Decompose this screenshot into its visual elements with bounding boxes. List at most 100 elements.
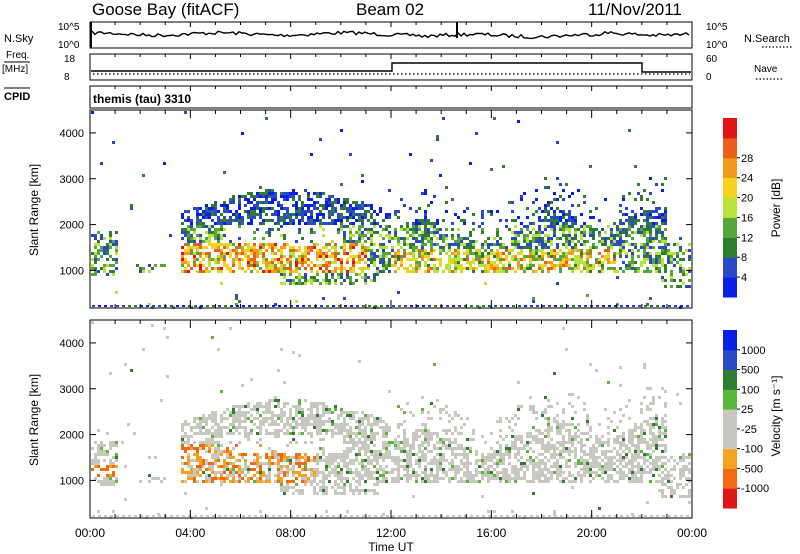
heatmap-cell [559,210,562,213]
heatmap-cell [232,474,235,477]
heatmap-cell [424,231,427,234]
heatmap-cell [295,261,298,264]
heatmap-cell [151,267,154,270]
heatmap-cell [607,468,610,471]
heatmap-cell [310,474,313,477]
heatmap-cell [316,483,319,486]
heatmap-cell [343,465,346,468]
heatmap-cell [292,198,295,201]
heatmap-cell [562,258,565,261]
heatmap-cell [361,444,364,447]
heatmap-cell [232,477,235,480]
heatmap-cell [592,246,595,249]
heatmap-cell [421,252,424,255]
heatmap-cell [244,195,247,198]
heatmap-cell [460,426,463,429]
heatmap-cell [424,456,427,459]
heatmap-cell [310,423,313,426]
heatmap-cell [568,219,571,222]
heatmap-cell [302,515,305,517]
heatmap-cell [362,515,365,517]
heatmap-cell [340,408,343,411]
heatmap-cell [640,423,643,426]
heatmap-cell [310,228,313,231]
heatmap-cell [265,192,268,195]
heatmap-cell [460,447,463,450]
heatmap-cell [355,426,358,429]
heatmap-cell [247,255,250,258]
heatmap-cell [320,305,323,307]
heatmap-cell [232,426,235,429]
heatmap-cell [184,219,187,222]
heatmap-cell [355,453,358,456]
heatmap-cell [608,305,611,307]
heatmap-cell [649,447,652,450]
heatmap-cell [538,474,541,477]
heatmap-cell [334,207,337,210]
heatmap-cell [328,270,331,273]
heatmap-cell [406,222,409,225]
heatmap-cell [412,270,415,273]
heatmap-cell [565,459,568,462]
heatmap-cell [346,414,349,417]
heatmap-cell [505,270,508,273]
heatmap-cell [217,471,220,474]
heatmap-cell [232,243,235,246]
heatmap-cell [313,192,316,195]
heatmap-cell [655,456,658,459]
heatmap-cell [358,438,361,441]
heatmap-cell [604,237,607,240]
heatmap-cell [496,243,499,246]
heatmap-cell [530,305,533,307]
heatmap-cell [343,225,346,228]
heatmap-cell [214,429,217,432]
heatmap-cell [217,348,220,351]
heatmap-cell [403,450,406,453]
heatmap-cell [565,450,568,453]
heatmap-cell [325,510,328,513]
heatmap-cell [361,276,364,279]
heatmap-cell [472,432,475,435]
heatmap-cell [415,240,418,243]
heatmap-cell [211,432,214,435]
heatmap-cell [631,435,634,438]
heatmap-cell [229,414,232,417]
heatmap-cell [265,261,268,264]
heatmap-cell [631,432,634,435]
heatmap-cell [397,258,400,261]
heatmap-cell [259,468,262,471]
heatmap-cell [499,444,502,447]
heatmap-cell [580,234,583,237]
heatmap-cell [211,468,214,471]
heatmap-cell [295,276,298,279]
heatmap-cell [400,450,403,453]
heatmap-cell [361,267,364,270]
heatmap-cell [331,462,334,465]
heatmap-cell [412,444,415,447]
heatmap-cell [208,447,211,450]
heatmap-cell [97,258,100,261]
heatmap-cell [373,477,376,480]
heatmap-cell [583,450,586,453]
heatmap-cell [616,225,619,228]
heatmap-cell [190,225,193,228]
heatmap-cell [181,222,184,225]
heatmap-cell [544,234,547,237]
heatmap-cell [244,468,247,471]
heatmap-cell [541,231,544,234]
heatmap-cell [292,246,295,249]
heatmap-cell [223,459,226,462]
heatmap-cell [421,480,424,483]
heatmap-cell [397,465,400,468]
heatmap-cell [187,249,190,252]
heatmap-cell [403,438,406,441]
heatmap-cell [322,222,325,225]
heatmap-cell [196,432,199,435]
heatmap-cell [502,453,505,456]
heatmap-cell [298,459,301,462]
heatmap-cell [508,201,511,204]
heatmap-cell [256,201,259,204]
heatmap-cell [580,468,583,471]
heatmap-cell [652,426,655,429]
heatmap-cell [634,450,637,453]
